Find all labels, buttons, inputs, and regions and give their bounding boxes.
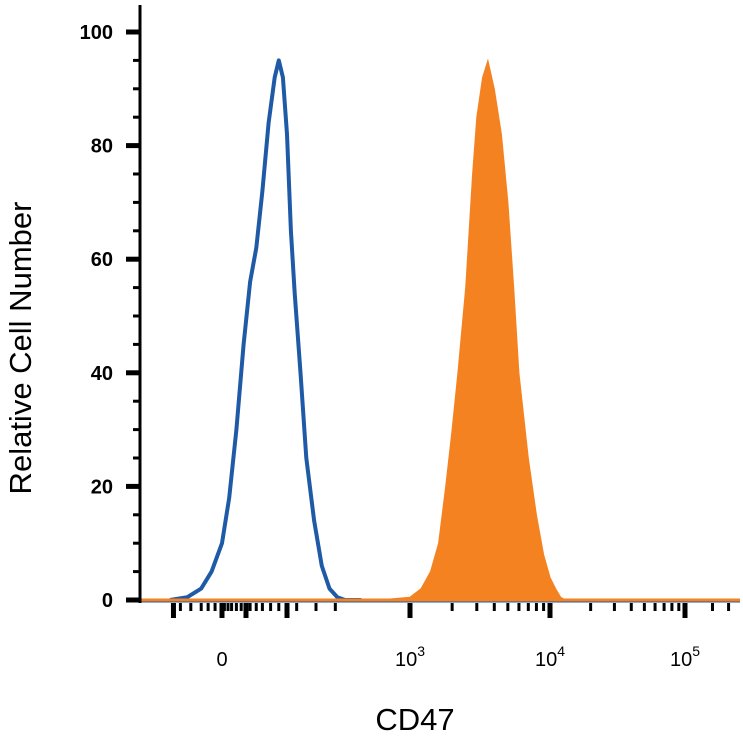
y-tick-label: 0 [102, 590, 113, 612]
axes-layer [126, 5, 731, 618]
series-0-outline-histogram [169, 58, 362, 602]
y-tick-label: 40 [91, 363, 113, 385]
y-tick-label: 60 [91, 249, 113, 271]
x-axis-label: CD47 [375, 702, 454, 737]
x-tick-label: 104 [535, 643, 565, 671]
x-tick-labels: 0 103 104 105 [216, 643, 700, 671]
y-axis-label: Relative Cell Number [3, 202, 38, 495]
y-tick-label: 80 [91, 136, 113, 158]
y-tick-label: 20 [91, 476, 113, 498]
series-1-filled-histogram [377, 58, 568, 601]
x-tick-label: 0 [216, 649, 227, 671]
y-tick-labels: 0 20 40 60 80 100 [80, 22, 113, 612]
x-tick-label: 103 [395, 643, 425, 671]
series-layer [140, 58, 740, 603]
x-tick-label: 105 [670, 643, 700, 671]
y-tick-label: 100 [80, 22, 113, 44]
